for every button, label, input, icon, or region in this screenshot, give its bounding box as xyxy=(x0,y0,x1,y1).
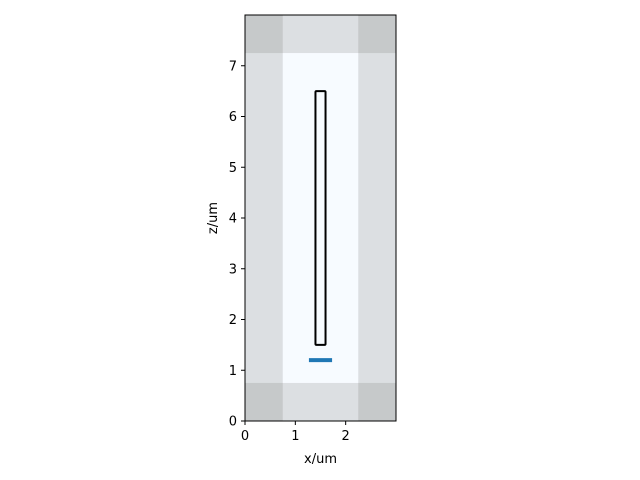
structure-waveguide xyxy=(314,90,327,346)
y-tick-label: 0 xyxy=(229,415,237,430)
x-tick-label: 2 xyxy=(342,429,350,444)
x-axis-label: x/um xyxy=(304,452,337,467)
y-tick-label: 7 xyxy=(229,59,237,74)
y-tick-label: 3 xyxy=(229,262,237,277)
y-tick-label: 4 xyxy=(229,212,237,227)
regions-layer xyxy=(245,15,396,421)
y-tick-label: 6 xyxy=(229,110,237,125)
x-tick-label: 0 xyxy=(241,429,249,444)
y-axis-ticks: 0 1 2 3 4 5 6 7 xyxy=(229,59,245,430)
region-pml-right-bottom xyxy=(358,382,396,421)
x-tick-label: 1 xyxy=(291,429,299,444)
region-simulation-interior xyxy=(282,53,359,383)
region-pml-right-top xyxy=(358,15,396,54)
y-tick-label: 1 xyxy=(229,364,237,379)
structures-layer xyxy=(314,90,327,346)
y-tick-label: 5 xyxy=(229,161,237,176)
y-axis-label: z/um xyxy=(206,202,221,234)
x-axis-ticks: 0 1 2 xyxy=(241,421,350,444)
y-tick-label: 2 xyxy=(229,313,237,328)
region-pml-left-bottom xyxy=(245,382,283,421)
region-pml-left-top xyxy=(245,15,283,54)
